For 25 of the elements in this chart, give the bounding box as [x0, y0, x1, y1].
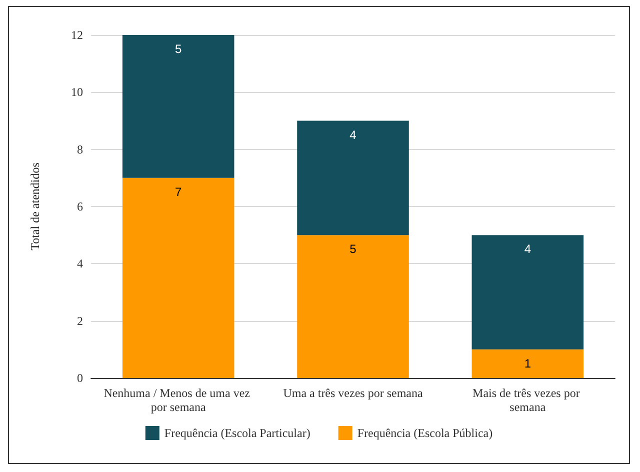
y-tick-label: 10 [71, 85, 83, 100]
legend-label: Frequência (Escola Pública) [357, 426, 493, 440]
bar [297, 120, 409, 236]
bar [472, 349, 584, 378]
x-tick-label: Mais de três vezes por semana [472, 386, 583, 414]
data-label: 5 [174, 42, 182, 56]
y-tick-label: 0 [77, 371, 83, 385]
bar [122, 178, 234, 378]
bar [472, 235, 584, 350]
data-label: 4 [524, 242, 532, 256]
legend-label: Frequência (Escola Particular) [164, 426, 310, 440]
y-tick-label: 2 [77, 314, 83, 328]
y-axis-title: Total de atendidos [28, 162, 42, 250]
bar [122, 35, 234, 178]
y-tick-label: 4 [77, 256, 83, 271]
y-tick-label: 8 [77, 142, 83, 156]
data-label: 4 [350, 128, 357, 142]
data-label: 5 [350, 242, 357, 256]
y-tick-label: 12 [71, 28, 83, 42]
x-tick-label: Uma a três vezes por semana [283, 386, 424, 400]
data-label: 7 [174, 184, 182, 199]
bar [297, 235, 409, 378]
y-tick-label: 6 [77, 200, 83, 214]
data-label: 1 [524, 356, 532, 370]
x-tick-label: Nenhuma / Menos de uma vez por semana [104, 386, 253, 414]
